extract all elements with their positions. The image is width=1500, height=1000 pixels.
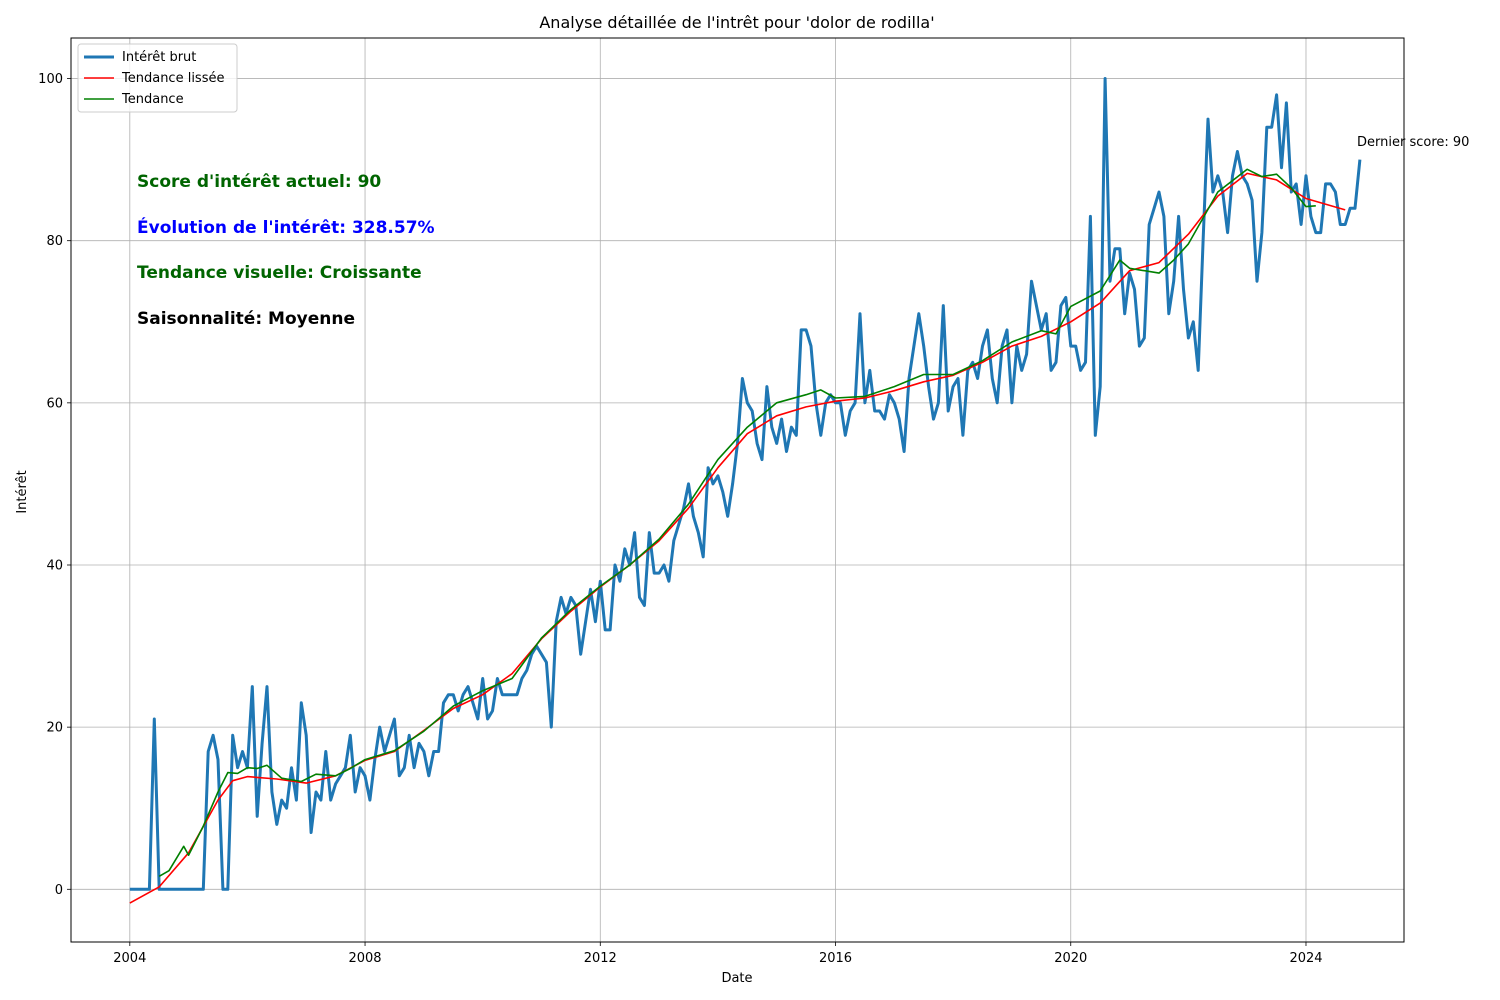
x-tick-label: 2012: [584, 951, 617, 966]
plot-frame: [70, 37, 1405, 943]
y-tick-label: 0: [55, 883, 63, 898]
legend-label-trend: Tendance: [121, 92, 184, 107]
x-tick-label: 2016: [819, 951, 852, 966]
x-axis-label: Date: [721, 971, 752, 986]
y-tick-label: 100: [38, 72, 63, 87]
annotation-visual-trend: Tendance visuelle: Croissante: [137, 263, 422, 283]
series-line-raw-interest: [129, 77, 1362, 891]
y-tick-label: 20: [46, 721, 63, 736]
series-line-trend: [158, 168, 1316, 877]
series-line-smoothed-trend: [129, 172, 1346, 904]
x-tick-label: 2004: [113, 951, 146, 966]
y-tick-label: 80: [46, 234, 63, 249]
annotation-current-score: Score d'intérêt actuel: 90: [137, 172, 381, 192]
legend-box: [77, 43, 238, 113]
y-axis-label: Intérêt: [15, 470, 30, 513]
y-tick-label: 60: [46, 396, 63, 411]
legend: Intérêt brut Tendance lissée Tendance: [77, 43, 238, 113]
y-tick-label: 40: [46, 558, 63, 573]
legend-label-raw: Intérêt brut: [122, 50, 196, 65]
x-tick-label: 2020: [1054, 951, 1087, 966]
x-tick-label: 2008: [348, 951, 381, 966]
chart-title: Analyse détaillée de l'intrêt pour 'dolo…: [539, 13, 934, 32]
x-tick-label: 2024: [1289, 951, 1322, 966]
annotation-seasonality: Saisonnalité: Moyenne: [137, 309, 355, 329]
series-layer: [129, 77, 1362, 904]
annotation-evolution: Évolution de l'intérêt: 328.57%: [137, 216, 435, 238]
legend-label-smoothed: Tendance lissée: [121, 71, 224, 86]
axis-ticks: 2004 2008 2012 2016 2020 2024 0 20 40 60 80 100: [38, 72, 1322, 966]
annotation-last-score: Dernier score: 90: [1357, 135, 1469, 150]
